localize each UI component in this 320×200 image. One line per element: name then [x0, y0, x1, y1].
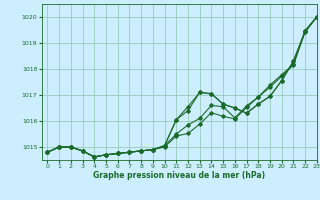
- X-axis label: Graphe pression niveau de la mer (hPa): Graphe pression niveau de la mer (hPa): [93, 171, 265, 180]
